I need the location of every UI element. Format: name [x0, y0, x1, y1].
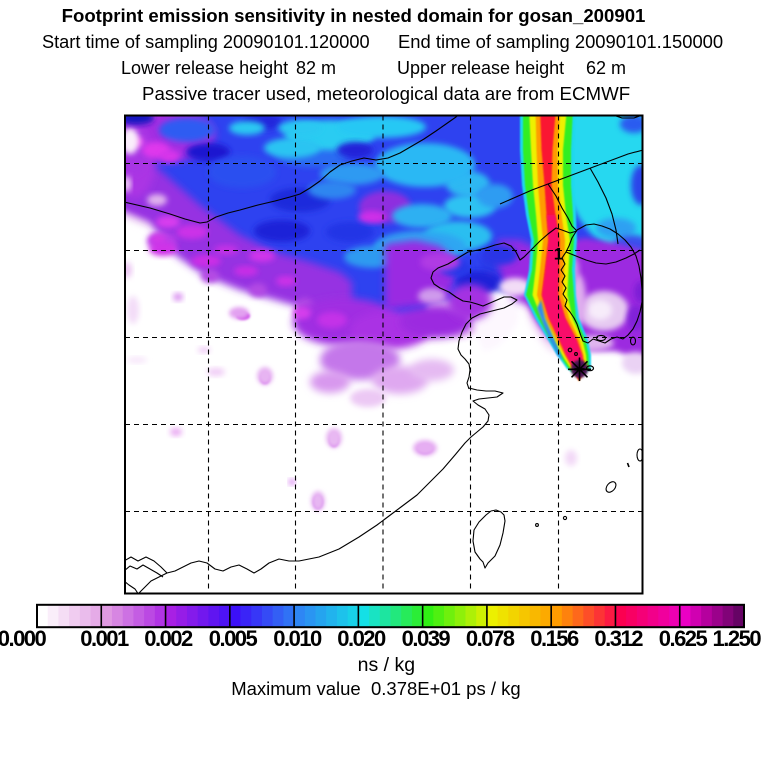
svg-text:1: 1 [554, 245, 563, 264]
